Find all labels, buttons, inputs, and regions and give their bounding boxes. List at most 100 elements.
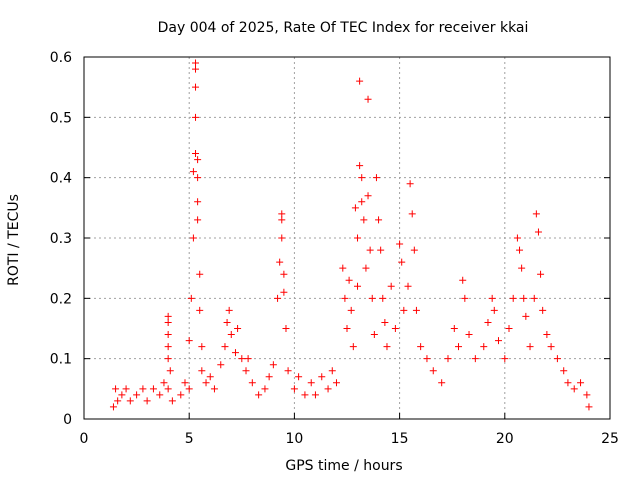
data-point <box>343 325 351 332</box>
data-point <box>189 168 197 176</box>
data-point <box>408 210 416 218</box>
data-point <box>206 373 214 381</box>
data-point <box>570 385 578 393</box>
data-point <box>198 343 206 351</box>
data-point <box>583 391 591 399</box>
data-point <box>404 282 412 290</box>
data-point <box>164 312 172 320</box>
data-point <box>225 306 233 314</box>
data-point <box>192 65 200 73</box>
data-point <box>156 391 164 399</box>
data-point <box>185 385 193 393</box>
data-point <box>539 306 547 314</box>
data-point <box>410 246 418 254</box>
data-point <box>166 367 174 375</box>
data-point <box>164 318 172 326</box>
data-point <box>505 325 513 332</box>
data-point <box>318 373 326 381</box>
y-axis: 0 0.1 0.2 0.3 0.4 0.5 0.6 <box>50 50 610 428</box>
data-point <box>221 343 229 351</box>
data-point <box>341 294 349 302</box>
data-point <box>217 361 225 369</box>
data-point <box>345 276 353 284</box>
data-point <box>242 367 250 375</box>
data-point <box>143 397 151 405</box>
data-point <box>459 276 467 284</box>
data-point <box>417 343 425 351</box>
data-point <box>194 174 202 182</box>
data-point <box>339 264 347 272</box>
x-axis: 0 5 10 15 20 25 <box>80 413 619 447</box>
data-point <box>244 355 252 363</box>
data-point <box>490 306 498 314</box>
data-point <box>238 355 246 363</box>
data-point <box>530 294 538 302</box>
data-point <box>509 294 517 302</box>
data-point <box>278 216 286 224</box>
data-point <box>356 77 364 85</box>
data-point <box>560 367 568 375</box>
y-tick-label: 0.6 <box>50 50 72 66</box>
data-point <box>126 397 134 405</box>
data-point <box>358 198 366 206</box>
data-point <box>423 355 431 363</box>
data-point <box>192 150 200 158</box>
data-point <box>194 216 202 224</box>
data-point <box>577 379 585 387</box>
data-point <box>290 385 298 393</box>
y-tick-label: 0.3 <box>50 231 72 247</box>
data-point <box>522 312 530 320</box>
data-point <box>227 331 235 339</box>
data-point <box>398 258 406 266</box>
data-point <box>274 294 282 302</box>
data-point <box>307 379 315 387</box>
data-point <box>391 325 399 332</box>
data-point <box>438 379 446 387</box>
data-point <box>553 355 561 363</box>
data-point <box>347 306 355 314</box>
data-point <box>543 331 551 339</box>
data-point <box>332 379 340 387</box>
data-point <box>168 397 176 405</box>
data-point <box>480 343 488 351</box>
data-point <box>112 385 120 393</box>
data-point <box>513 234 521 242</box>
data-point <box>471 355 479 363</box>
data-point <box>351 204 359 212</box>
data-point <box>118 391 126 399</box>
data-points <box>109 59 593 411</box>
data-point <box>192 113 200 121</box>
data-point <box>488 294 496 302</box>
data-point <box>192 83 200 91</box>
data-point <box>516 246 524 254</box>
data-point <box>494 337 502 345</box>
data-point <box>164 385 172 393</box>
data-point <box>383 343 391 351</box>
data-point <box>387 282 395 290</box>
data-point <box>328 367 336 375</box>
data-point <box>295 373 303 381</box>
x-tick-label: 10 <box>285 431 303 447</box>
data-point <box>234 325 242 332</box>
data-point <box>354 234 362 242</box>
x-axis-label: GPS time / hours <box>285 458 402 474</box>
data-point <box>265 373 273 381</box>
data-point <box>362 264 370 272</box>
data-point <box>372 174 380 182</box>
data-point <box>429 367 437 375</box>
data-point <box>164 355 172 363</box>
x-tick-label: 0 <box>80 431 89 447</box>
data-point <box>375 216 383 224</box>
data-point <box>526 343 534 351</box>
data-point <box>276 258 284 266</box>
data-point <box>192 59 200 67</box>
data-point <box>450 325 458 332</box>
data-point <box>280 270 288 278</box>
x-tick-label: 25 <box>601 431 619 447</box>
data-point <box>269 361 277 369</box>
data-point <box>210 385 218 393</box>
data-point <box>278 210 286 218</box>
y-tick-label: 0 <box>63 412 72 428</box>
data-point <box>532 210 540 218</box>
